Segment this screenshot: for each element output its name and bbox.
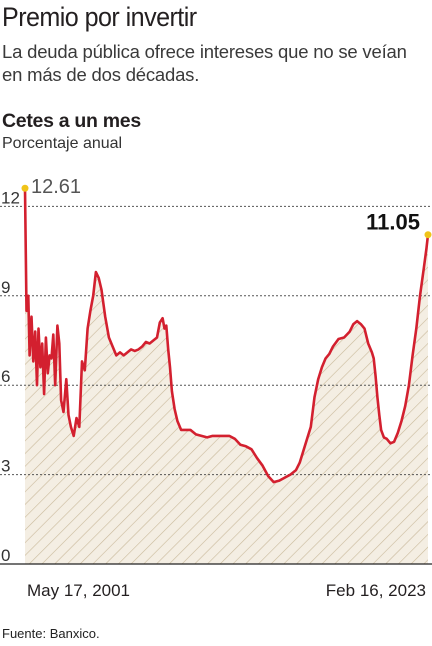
last-value-label: 11.05 <box>366 210 420 235</box>
page-subtitle: La deuda pública ofrece intereses que no… <box>2 41 407 85</box>
y-tick-label: 12 <box>1 188 20 207</box>
chart-title: Cetes a un mes <box>2 110 141 132</box>
series-line <box>23 188 430 484</box>
chart-plot: 0 3 6 9 12 12.61 11.05 May 17, 2001 Feb 16, 2023 <box>0 176 432 600</box>
max-value-label: 12.61 <box>31 176 81 198</box>
source-note: Fuente: Banxico. <box>2 626 100 641</box>
y-tick-label: 0 <box>1 546 10 565</box>
page-title: Premio por invertir <box>2 2 197 32</box>
start-point-marker <box>21 184 29 192</box>
chart-subtitle: Porcentaje anual <box>2 135 123 152</box>
y-tick-label: 9 <box>1 278 10 297</box>
y-tick-label: 3 <box>1 457 10 476</box>
x-tick-label-end: Feb 16, 2023 <box>326 581 426 600</box>
area-fill <box>25 188 428 564</box>
x-tick-label-start: May 17, 2001 <box>27 581 130 600</box>
y-tick-label: 6 <box>1 367 10 386</box>
end-point-marker <box>424 231 432 239</box>
